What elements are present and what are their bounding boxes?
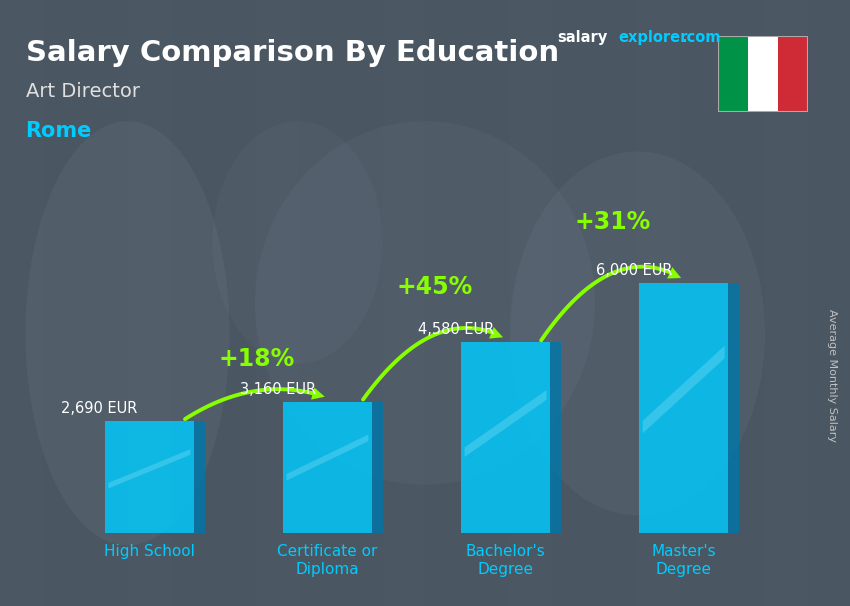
Text: Art Director: Art Director [26,82,139,101]
Text: 2,690 EUR: 2,690 EUR [61,401,138,416]
Text: 6,000 EUR: 6,000 EUR [596,263,672,278]
Bar [283,402,372,533]
Bar [748,36,778,112]
Bar [728,283,739,533]
Text: salary: salary [557,30,607,45]
Text: explorer: explorer [618,30,688,45]
Text: 4,580 EUR: 4,580 EUR [417,322,494,338]
Bar [718,36,748,112]
Bar [372,402,382,533]
Text: Salary Comparison By Education: Salary Comparison By Education [26,39,558,67]
Bar [105,421,194,533]
Polygon shape [109,449,190,488]
Bar [639,283,728,533]
Polygon shape [465,390,547,457]
Bar [550,342,561,533]
Text: +31%: +31% [575,210,650,235]
Bar [461,342,550,533]
Polygon shape [286,435,368,481]
Text: +18%: +18% [218,347,294,371]
Bar [194,421,205,533]
Text: .com: .com [682,30,721,45]
Text: 3,160 EUR: 3,160 EUR [240,382,315,396]
Text: Rome: Rome [26,121,92,141]
Bar [718,36,808,112]
Text: Average Monthly Salary: Average Monthly Salary [827,309,837,442]
Polygon shape [643,346,724,433]
Text: +45%: +45% [396,275,473,299]
Bar [778,36,807,112]
